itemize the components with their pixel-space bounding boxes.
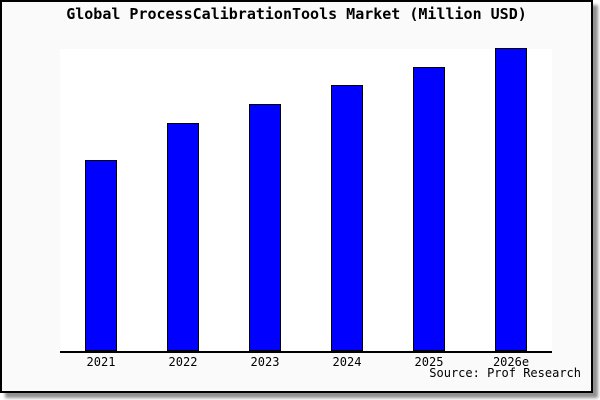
chart-title: Global ProcessCalibrationTools Market (M… <box>66 5 527 23</box>
bar-2022 <box>167 123 199 351</box>
bar-2025 <box>413 67 445 351</box>
plot-area <box>60 48 552 351</box>
x-tick-label-2024: 2024 <box>332 355 362 369</box>
x-tick-label-2025: 2025 <box>414 355 444 369</box>
x-tick-label-2021: 2021 <box>86 355 116 369</box>
bar-2023 <box>249 104 281 351</box>
bar-2021 <box>85 160 117 351</box>
bar-2024 <box>331 85 363 351</box>
x-tick-label-2022: 2022 <box>168 355 198 369</box>
bars-row <box>60 48 552 351</box>
x-axis-line <box>60 351 552 353</box>
source-caption: Source: Prof Research <box>429 366 581 380</box>
x-axis-labels: 2021 2022 2023 2024 2025 2026e <box>60 355 552 369</box>
chart-container: Global ProcessCalibrationTools Market (M… <box>0 0 593 393</box>
x-tick-label-2023: 2023 <box>250 355 280 369</box>
x-tick-label-2026e: 2026e <box>492 355 530 369</box>
bar-2026e <box>495 48 527 351</box>
